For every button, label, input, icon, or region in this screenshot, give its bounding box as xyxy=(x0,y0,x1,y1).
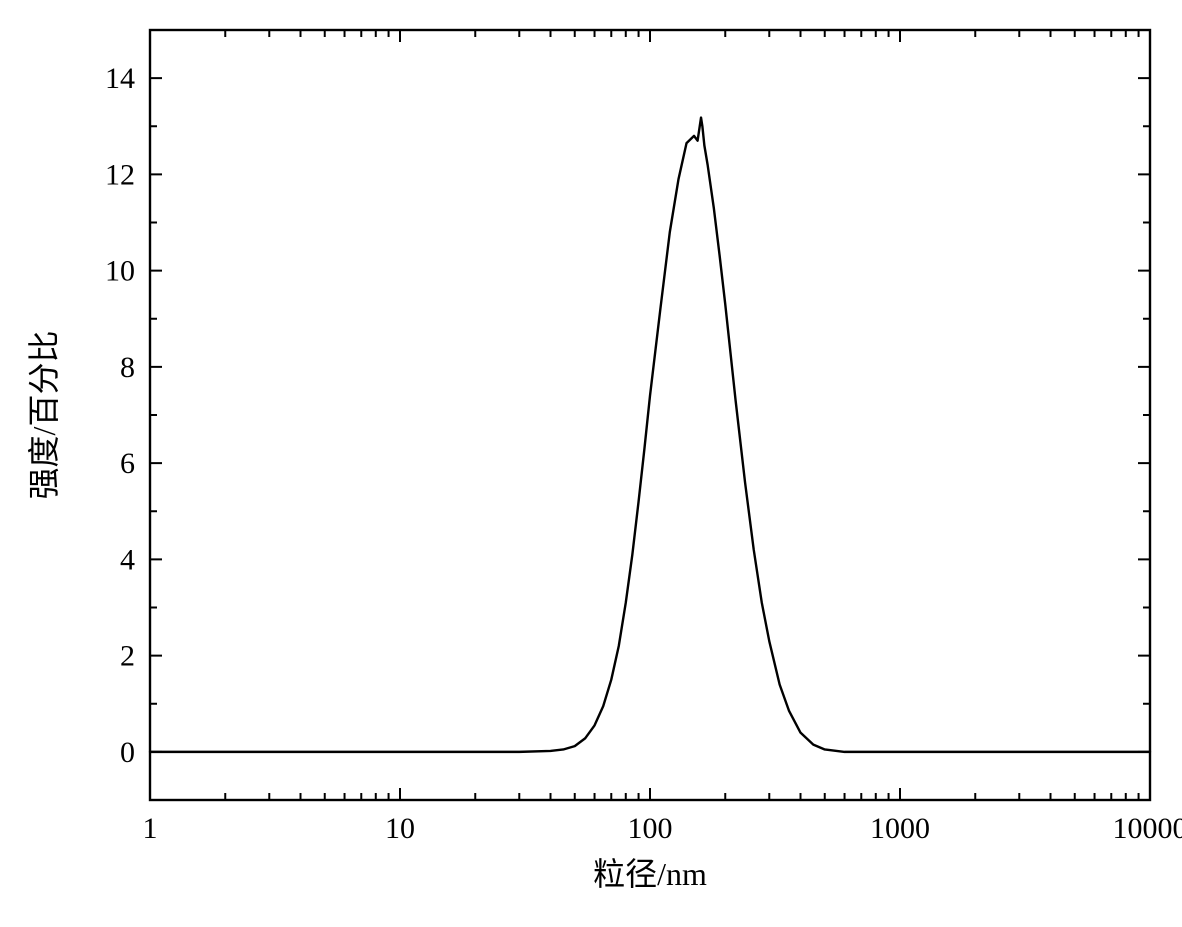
y-tick-label: 4 xyxy=(120,543,135,576)
x-tick-label: 1 xyxy=(143,812,158,845)
x-tick-label: 1000 xyxy=(870,812,930,845)
y-tick-label: 12 xyxy=(105,158,135,191)
x-tick-label: 10 xyxy=(385,812,415,845)
y-tick-label: 10 xyxy=(105,255,135,288)
y-axis-label: 强度/百分比 xyxy=(26,331,62,500)
y-tick-label: 8 xyxy=(120,351,135,384)
chart-container: 1 10 100 1000 10000 0 2 4 6 8 10 12 14 粒径/nm 强度/百分比 xyxy=(0,0,1182,927)
x-tick-label: 100 xyxy=(628,812,673,845)
particle-size-distribution-chart: 1 10 100 1000 10000 0 2 4 6 8 10 12 14 粒径/nm 强度/百分比 xyxy=(0,0,1182,927)
y-tick-label: 0 xyxy=(120,736,135,769)
x-tick-label: 10000 xyxy=(1113,812,1182,845)
y-tick-label: 14 xyxy=(105,62,135,95)
y-tick-label: 6 xyxy=(120,447,135,480)
y-tick-label: 2 xyxy=(120,640,135,673)
x-axis-label: 粒径/nm xyxy=(593,856,707,892)
